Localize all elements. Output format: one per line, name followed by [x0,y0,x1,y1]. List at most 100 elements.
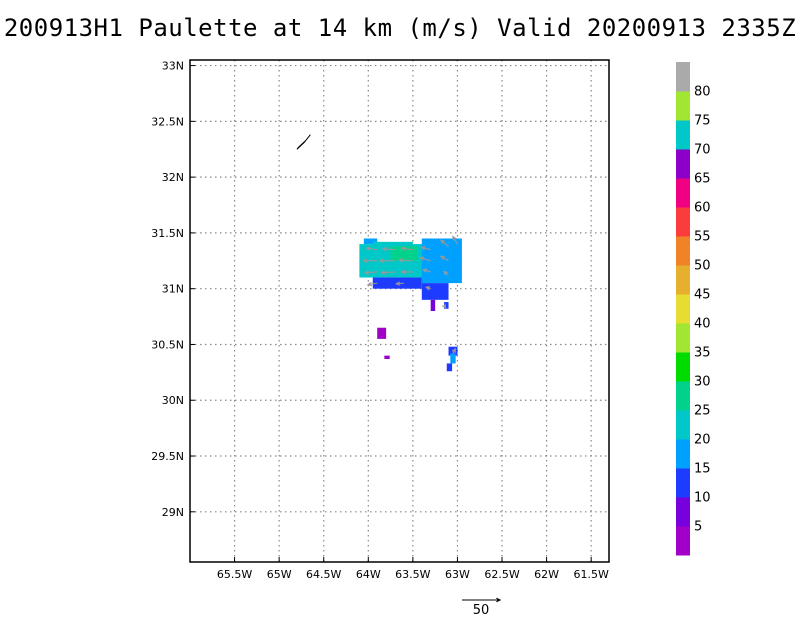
x-tick-label: 62W [534,568,559,581]
arrow-shaft [396,282,405,285]
colorbar-label: 60 [694,201,711,216]
wind-vector [380,270,396,275]
colorbar-swatch [676,410,690,440]
wind-vector [397,257,413,263]
arrow-head [496,597,502,603]
colorbar-label: 55 [694,230,711,245]
colorbar-label: 45 [694,288,711,303]
arrow-shaft [368,282,378,286]
wind-speed-cell [444,302,449,309]
colorbar-swatch [676,207,690,237]
x-tick-label: 65W [267,568,292,581]
coastline [296,134,311,150]
grid-lines [190,60,609,562]
wind-vector [378,258,396,264]
colorbar-label: 10 [694,491,711,506]
colorbar-label: 50 [694,259,711,274]
wind-speed-cell [390,246,418,261]
colorbar-label: 25 [694,404,711,419]
colorbar-label: 80 [694,85,711,100]
colorbar-swatch [676,62,690,92]
colorbar-label: 70 [694,143,711,158]
colorbar-swatch [676,149,690,179]
x-tick-label: 63.5W [395,568,430,581]
plot-frame [189,59,610,563]
colorbar-label: 35 [694,346,711,361]
arrow-head [420,246,426,251]
wind-vector [395,281,405,286]
reference-vector: 50 [462,597,502,618]
colorbar-label: 20 [694,433,711,448]
wind-vector [424,286,431,291]
wind-speed-cell [377,327,387,339]
arrow-head [418,256,425,261]
reference-vector-label: 50 [473,603,490,618]
colorbar-swatch [676,468,690,498]
colorbar-swatch [676,178,690,208]
arrow-shaft [440,255,449,262]
colorbar-label: 40 [694,317,711,332]
wind-vector [363,270,378,275]
y-tick-label: 32N [162,171,184,184]
wind-vector [452,235,458,245]
arrow-head [395,281,401,286]
arrow-shaft [399,259,413,262]
colorbar-label: 5 [694,520,702,535]
wind-speed-cell [421,283,449,300]
x-tick-label: 65.5W [217,568,252,581]
arrow-head [378,258,384,264]
arrow-shaft [421,246,431,251]
arrow-head [380,270,386,275]
x-tick-label: 64W [356,568,381,581]
arrow-head [397,257,404,263]
arrow-head [424,286,431,291]
arrow-shaft [401,247,413,251]
arrow-shaft [452,236,458,245]
colorbar-label: 15 [694,462,711,477]
arrow-head [451,347,456,353]
colorbar-label: 30 [694,375,711,390]
arrow-shaft [365,271,378,274]
x-tick-label: 61.5W [573,568,608,581]
x-tick-label: 64.5W [306,568,341,581]
wind-vector [362,258,378,264]
arrow-head [452,235,457,241]
arrow-head [362,258,368,264]
arrow-shaft [382,248,396,251]
wind-speed-cell [450,353,456,364]
colorbar-swatch [676,439,690,469]
wind-vectors [362,235,458,354]
wind-vector [366,281,378,287]
y-tick-label: 30N [162,394,184,407]
arrow-shaft [440,239,449,247]
colorbar-swatch [676,323,690,353]
wind-vector [400,246,413,251]
arrow-head [439,239,445,245]
y-tick-label: 33N [162,60,184,73]
arrow-head [443,270,448,276]
arrow-shaft [422,269,431,273]
arrow-head [366,281,373,287]
bermuda-coastline [296,134,311,150]
wind-vector [439,239,449,247]
x-axis-ticks: 65.5W 65W 64.5W 64W 63.5W 63W 62.5W 62W 61.5W [217,557,609,581]
arrow-head [365,246,371,251]
colorbar-swatch [676,381,690,411]
wind-vector [365,246,378,251]
colorbar-swatch [676,526,690,556]
colorbar-label: 65 [694,172,711,187]
x-tick-label: 62.5W [484,568,519,581]
arrow-head [439,255,445,260]
arrow-shaft [366,247,378,251]
colorbar-swatch [676,120,690,150]
colorbar-swatch [676,91,690,121]
y-tick-label: 32.5N [151,115,184,128]
wind-vector [418,256,431,262]
wind-speed-cell [421,238,462,284]
arrow-head [400,246,406,251]
reference-arrow [462,597,502,603]
wind-vector [451,347,456,354]
arrow-head [441,303,447,309]
wind-vector [439,255,449,262]
